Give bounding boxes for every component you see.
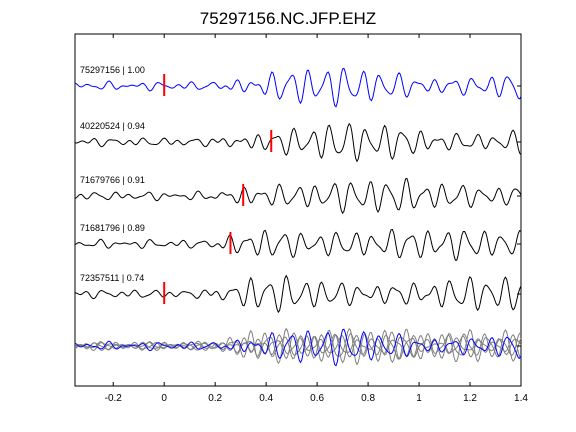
trace-line xyxy=(74,122,522,163)
trace-group: 75297156 | 1.00 40220524 | 0.94 71679766 |… xyxy=(74,65,522,367)
x-tick-label: 0.8 xyxy=(361,393,375,404)
stack-trace-line xyxy=(74,328,522,364)
stack-trace-line xyxy=(74,327,522,365)
x-tick-label: 1.2 xyxy=(463,393,477,404)
x-tick-label: 0 xyxy=(161,393,167,404)
x-tick-label: 1.4 xyxy=(514,393,528,404)
x-tick-label: 0.2 xyxy=(208,393,222,404)
trace-label: 40220524 | 0.94 xyxy=(80,121,145,131)
plot-frame xyxy=(74,33,522,387)
x-tick-label: -0.2 xyxy=(105,393,123,404)
stack-trace-line xyxy=(75,327,522,366)
x-tick-label: 0.4 xyxy=(259,393,273,404)
trace-line xyxy=(74,274,522,314)
trace-label: 72357511 | 0.74 xyxy=(80,273,144,283)
stack-trace-line xyxy=(74,331,522,362)
chart-title: 75297156.NC.JFP.EHZ xyxy=(200,9,376,28)
trace-line xyxy=(74,177,522,215)
x-tick-label: 0.6 xyxy=(310,393,324,404)
trace-label: 71679766 | 0.91 xyxy=(80,175,145,185)
trace-line xyxy=(74,228,522,261)
trace-line xyxy=(74,67,522,108)
stack-trace-line xyxy=(74,328,522,367)
x-tick-label: 1 xyxy=(416,393,422,404)
trace-label: 75297156 | 1.00 xyxy=(80,65,145,75)
trace-label: 71681796 | 0.89 xyxy=(80,223,145,233)
x-axis: -0.2 0 0.2 0.4 0.6 0.8 1 1.2 1.4 xyxy=(105,34,528,404)
